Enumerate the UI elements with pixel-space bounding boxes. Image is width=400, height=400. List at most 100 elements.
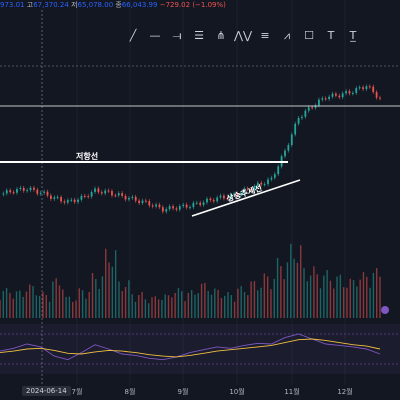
candle-body <box>301 116 303 119</box>
parallel-channel-icon[interactable]: ☰ <box>194 29 204 42</box>
volume-bar <box>303 268 305 318</box>
elliott-wave-icon[interactable]: ⩘ <box>283 29 291 42</box>
low-label: 저 <box>71 1 78 9</box>
horizontal-ray-icon[interactable]: ⟞ <box>172 29 182 42</box>
volume-bar <box>329 280 332 318</box>
volume-bar <box>266 276 269 318</box>
trend-line-icon[interactable]: ╱ <box>129 29 137 42</box>
volume-bar <box>105 248 107 318</box>
volume-bar <box>38 295 41 318</box>
anchored-text-icon[interactable]: T̲ <box>349 29 357 42</box>
rectangle-icon[interactable]: ☐ <box>304 29 314 42</box>
volume-bar <box>366 276 368 318</box>
volume-bar <box>200 283 203 318</box>
volume-bar <box>98 288 100 318</box>
volume-bar <box>138 295 140 318</box>
candle-body <box>104 190 107 194</box>
candle-body <box>195 202 198 204</box>
candle-body <box>358 87 361 89</box>
candle-body <box>250 188 252 191</box>
volume-bar <box>220 298 223 318</box>
volume-bar <box>124 287 127 318</box>
volume-bar <box>85 298 87 318</box>
volume-bar <box>263 273 266 318</box>
text-icon[interactable]: T <box>327 29 335 42</box>
volume-bar <box>309 275 312 318</box>
candle-body <box>297 118 300 124</box>
candle-body <box>328 96 331 100</box>
ohlc-partial: 973.01 <box>0 1 25 9</box>
candle-body <box>73 199 76 203</box>
candle-body <box>175 208 178 210</box>
candle-body <box>90 192 93 197</box>
volume-bar <box>88 291 90 318</box>
volume-bar <box>181 291 183 318</box>
volume-bar <box>250 281 252 318</box>
volume-bar <box>68 296 71 318</box>
volume-bar <box>81 290 84 318</box>
volume-bar <box>190 290 193 318</box>
rsi-panel <box>0 324 400 374</box>
candle-body <box>375 92 378 98</box>
candle-body <box>341 93 344 98</box>
volume-bar <box>131 294 133 318</box>
volume-bar <box>369 287 371 318</box>
tick-label: 11월 <box>284 388 300 396</box>
candle-body <box>178 206 181 210</box>
candle-body <box>87 196 90 198</box>
volume-bar <box>243 292 246 318</box>
volume-bar <box>326 270 328 318</box>
volume-bar <box>48 301 51 318</box>
candle-body <box>172 206 174 209</box>
volume-bar <box>19 290 21 318</box>
volume-bar <box>151 297 153 318</box>
candle-body <box>158 204 161 208</box>
candle-body <box>29 187 32 191</box>
volume-bar <box>29 284 31 318</box>
candle-body <box>331 93 334 97</box>
grid-lines <box>76 0 346 385</box>
candle-body <box>290 134 293 146</box>
pattern-icon[interactable]: ⋀⋁ <box>234 29 253 42</box>
candle-body <box>2 193 5 195</box>
volume-bar <box>167 295 170 318</box>
volume-bar <box>58 285 61 318</box>
tick-label: 9월 <box>177 388 189 396</box>
volume-bar <box>306 281 309 318</box>
volume-bar <box>280 266 282 318</box>
candle-body <box>209 198 212 201</box>
volume-bar <box>223 295 226 318</box>
volume-bar <box>342 287 345 318</box>
horizontal-line-icon[interactable]: — <box>149 29 161 42</box>
candle-body <box>165 209 168 212</box>
candle-body <box>229 194 232 199</box>
uptrend-line[interactable] <box>191 179 301 217</box>
alert-icon[interactable] <box>381 306 389 314</box>
candle-body <box>243 188 246 193</box>
candle-body <box>155 204 157 207</box>
candle-body <box>256 182 259 187</box>
volume-bar <box>22 296 24 318</box>
candle-body <box>131 196 134 198</box>
volume-bar <box>164 294 166 318</box>
ohlc-legend: 973.01 고67,370.24 저65,078.00 종66,043.99 … <box>0 0 226 10</box>
candle-body <box>270 177 273 180</box>
volume-bar <box>197 293 199 318</box>
candle-body <box>192 202 195 208</box>
candle-body <box>284 150 286 157</box>
date-badge: 2024-06-14 <box>22 386 71 396</box>
candle-body <box>216 197 219 202</box>
volume-bar <box>316 274 318 318</box>
candle-body <box>49 195 52 199</box>
volume-bar <box>187 292 190 318</box>
pitchfork-icon[interactable]: ⋔ <box>216 29 226 42</box>
volume-bar <box>141 292 143 318</box>
high-label: 고 <box>26 1 34 9</box>
candle-body <box>372 86 375 93</box>
volume-bar <box>134 301 137 318</box>
volume-bar <box>25 291 28 318</box>
fib-retracement-icon[interactable]: ≡ <box>260 29 270 42</box>
volume-bar <box>204 282 206 318</box>
